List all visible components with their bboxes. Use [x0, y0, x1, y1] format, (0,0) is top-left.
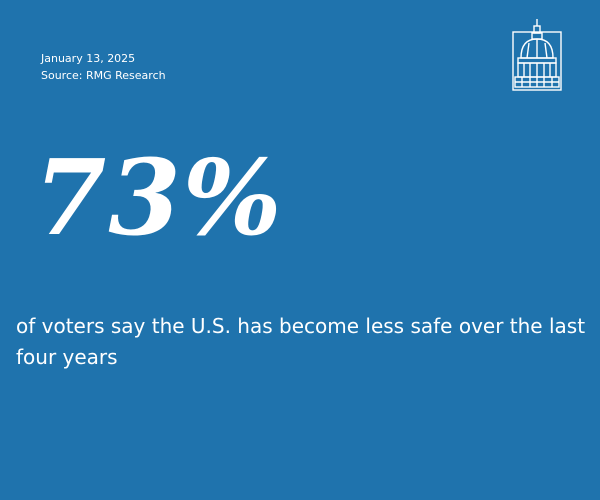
meta-info: January 13, 2025 Source: RMG Research [41, 50, 166, 84]
source-label: Source: RMG Research [41, 69, 166, 82]
statistic-caption: of voters say the U.S. has become less s… [16, 314, 586, 369]
headline-percentage: 73% [34, 136, 284, 259]
date-label: January 13, 2025 [41, 52, 136, 65]
capitol-dome-icon [512, 18, 562, 92]
